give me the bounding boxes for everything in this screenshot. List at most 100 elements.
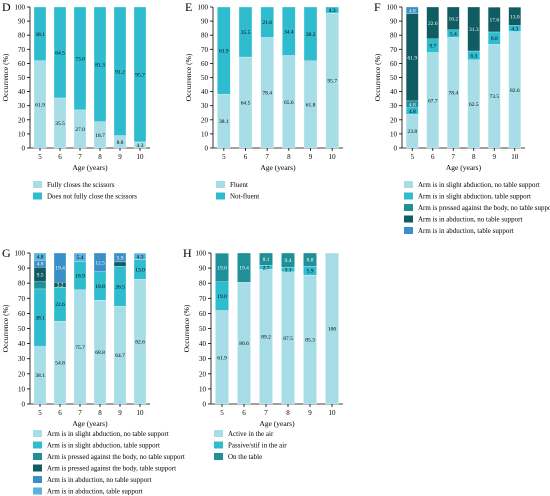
panel-h-letter: H [183, 246, 192, 260]
panel-e-bar-segment [260, 6, 274, 38]
panel-g-legend-swatch [33, 487, 42, 495]
panel-f-bar-segment [405, 6, 419, 14]
panel-h-data-label: 89.2 [261, 335, 271, 341]
panel-g-legend-swatch [33, 464, 42, 472]
panel-h-x-tick-label: 6 [242, 409, 246, 417]
panel-g-bar-segment [93, 252, 107, 272]
panel-h-y-label: Occurrence (%) [182, 304, 191, 352]
panel-e-x-tick-label: 9 [309, 153, 313, 161]
panel-h-data-label: 61.9 [217, 355, 227, 361]
panel-h-data-label: 2.7 [263, 265, 270, 271]
panel-e-y-tick-label: 100 [198, 4, 209, 12]
panel-f-legend: Arm is in slight abduction, no table sup… [404, 181, 550, 235]
panel-g-x-tick-label: 9 [118, 409, 122, 417]
panel-e-legend-label: Fluent [230, 181, 248, 189]
panel-g-y-tick-label: 60 [18, 310, 26, 318]
panel-h-data-label: 19.4 [239, 266, 249, 272]
panel-g-legend-label: Arm is pressed against the body, table s… [47, 465, 176, 473]
panel-f-x-tick-label: 8 [472, 153, 476, 161]
panel-h-bar-segment [259, 252, 273, 266]
panel-f-y-tick-label: 50 [390, 74, 398, 82]
panel-g-y-tick-label: 100 [15, 250, 26, 258]
panel-d-y-tick-label: 100 [15, 4, 26, 12]
panel-h-legend-swatch [214, 453, 223, 460]
panel-d-letter: D [2, 0, 11, 14]
panel-h-y-tick-label: 70 [199, 295, 207, 303]
panel-f-data-label: 82.6 [510, 88, 520, 94]
panel-f-bar-segment [487, 6, 501, 33]
panel-f-data-label: 23.8 [407, 129, 417, 135]
panel-e-y-tick-label: 30 [201, 102, 209, 110]
panel-f-legend-label: Arm is in abduction, table support [418, 227, 514, 235]
panel-d-data-label: 91.2 [115, 69, 125, 75]
panel-h-y-tick-label: 80 [199, 280, 207, 288]
panel-f-data-label: 9.7 [429, 44, 436, 50]
panel-h-y-tick-label: 10 [199, 385, 207, 393]
panel-e-data-label: 61.8 [306, 102, 316, 108]
panel-h-data-label: 87.5 [283, 336, 293, 342]
panel-f-data-label: 4.3 [511, 27, 518, 33]
panel-f-data-label: 67.7 [428, 98, 438, 104]
panel-d-y-tick-label: 90 [18, 18, 26, 26]
panel-h-data-label: 100 [328, 327, 337, 333]
panel-g-bar-segment [33, 252, 47, 261]
panel-d-data-label: 81.3 [95, 62, 105, 68]
panel-d-bar-segment [93, 6, 107, 122]
panel-e-data-label: 34.4 [284, 29, 294, 35]
panel-h-x-tick-label: 7 [264, 409, 268, 417]
panel-g-bar-segment [33, 281, 47, 290]
panel-f-x-tick-label: 7 [452, 153, 456, 161]
panel-f-y-tick-label: 0 [394, 145, 398, 153]
panel-d-data-label: 38.1 [35, 32, 45, 38]
panel-h-y-tick-label: 60 [199, 310, 207, 318]
panel-g-legend-label: Arm is in abduction, table support [47, 488, 143, 496]
panel-g-data-label: 22.6 [55, 302, 65, 308]
panel-d-legend-label: Fully closes the scissors [47, 181, 115, 189]
panel-f-bar-segment [446, 6, 460, 30]
panel-d-x-tick-label: 9 [118, 153, 122, 161]
panel-d-data-label: 95.7 [135, 72, 145, 78]
panel-g-y-tick-label: 50 [18, 325, 26, 333]
panel-e-y-tick-label: 90 [201, 18, 209, 26]
panel-h-data-label: 9.4 [285, 258, 292, 264]
panel-g-bar-segment [133, 253, 147, 260]
panel-d-y-tick-label: 70 [18, 46, 26, 54]
panel-g-legend: Arm is in slight abduction, no table sup… [33, 430, 185, 496]
panel-f-data-label: 4.8 [409, 8, 416, 14]
panel-h-data-label: 3.1 [285, 268, 292, 274]
panel-g-y-tick-label: 10 [18, 385, 26, 393]
panel-g-legend-label: Arm is pressed against the body, no tabl… [47, 453, 185, 461]
panel-h-x-tick-label: 8 [286, 409, 290, 417]
panel-d-data-label: 64.5 [55, 50, 65, 56]
panel-d-chart: D 0 10 20 30 40 50 60 70 80 90 100 Occurrence (%) 61.… [1, 0, 150, 201]
panel-e-data-label: 65.6 [284, 100, 294, 106]
panel-f-bar-segment [426, 6, 440, 40]
panel-h-data-label: 8.1 [263, 257, 270, 263]
panel-g-legend-label: Arm is in abduction, no table support [47, 476, 151, 484]
panel-f-x-tick-label: 10 [511, 153, 519, 161]
panel-g-chart: G 0 10 20 30 40 50 60 70 80 90 100 Occurrence (%) 38.… [1, 246, 185, 496]
panel-h-y-tick-label: 100 [196, 250, 207, 258]
panel-e-bar-segment [217, 6, 231, 95]
panel-g-x-label: Age (years) [72, 419, 108, 428]
panel-f-data-label: 22.6 [428, 21, 438, 27]
panel-f-data-label: 61.9 [407, 55, 417, 61]
panel-g-data-label: 12.5 [95, 260, 105, 266]
panel-e-x-tick-label: 5 [222, 153, 226, 161]
panel-f-data-label: 13.0 [510, 14, 520, 20]
panel-e-data-label: 64.5 [241, 101, 251, 107]
panel-e-x-tick-label: 10 [329, 153, 337, 161]
panel-f-data-label: 5.4 [450, 32, 457, 38]
panel-f-legend-label: Arm is in slight abduction, no table sup… [418, 181, 540, 189]
panel-f-y-tick-label: 60 [390, 60, 398, 68]
panel-f-data-label: 4.8 [409, 102, 416, 108]
panel-d-legend-swatch [33, 181, 42, 188]
panel-g-data-label: 4.8 [37, 262, 44, 268]
panel-d-bar-segment [33, 6, 47, 61]
panel-d-y-tick-label: 60 [18, 60, 26, 68]
panel-g-bar-segment [113, 252, 127, 263]
panel-d-bar-segment [113, 6, 127, 136]
panel-d-data-label: 8.8 [117, 140, 124, 146]
panel-d-bar-segment [73, 6, 87, 111]
